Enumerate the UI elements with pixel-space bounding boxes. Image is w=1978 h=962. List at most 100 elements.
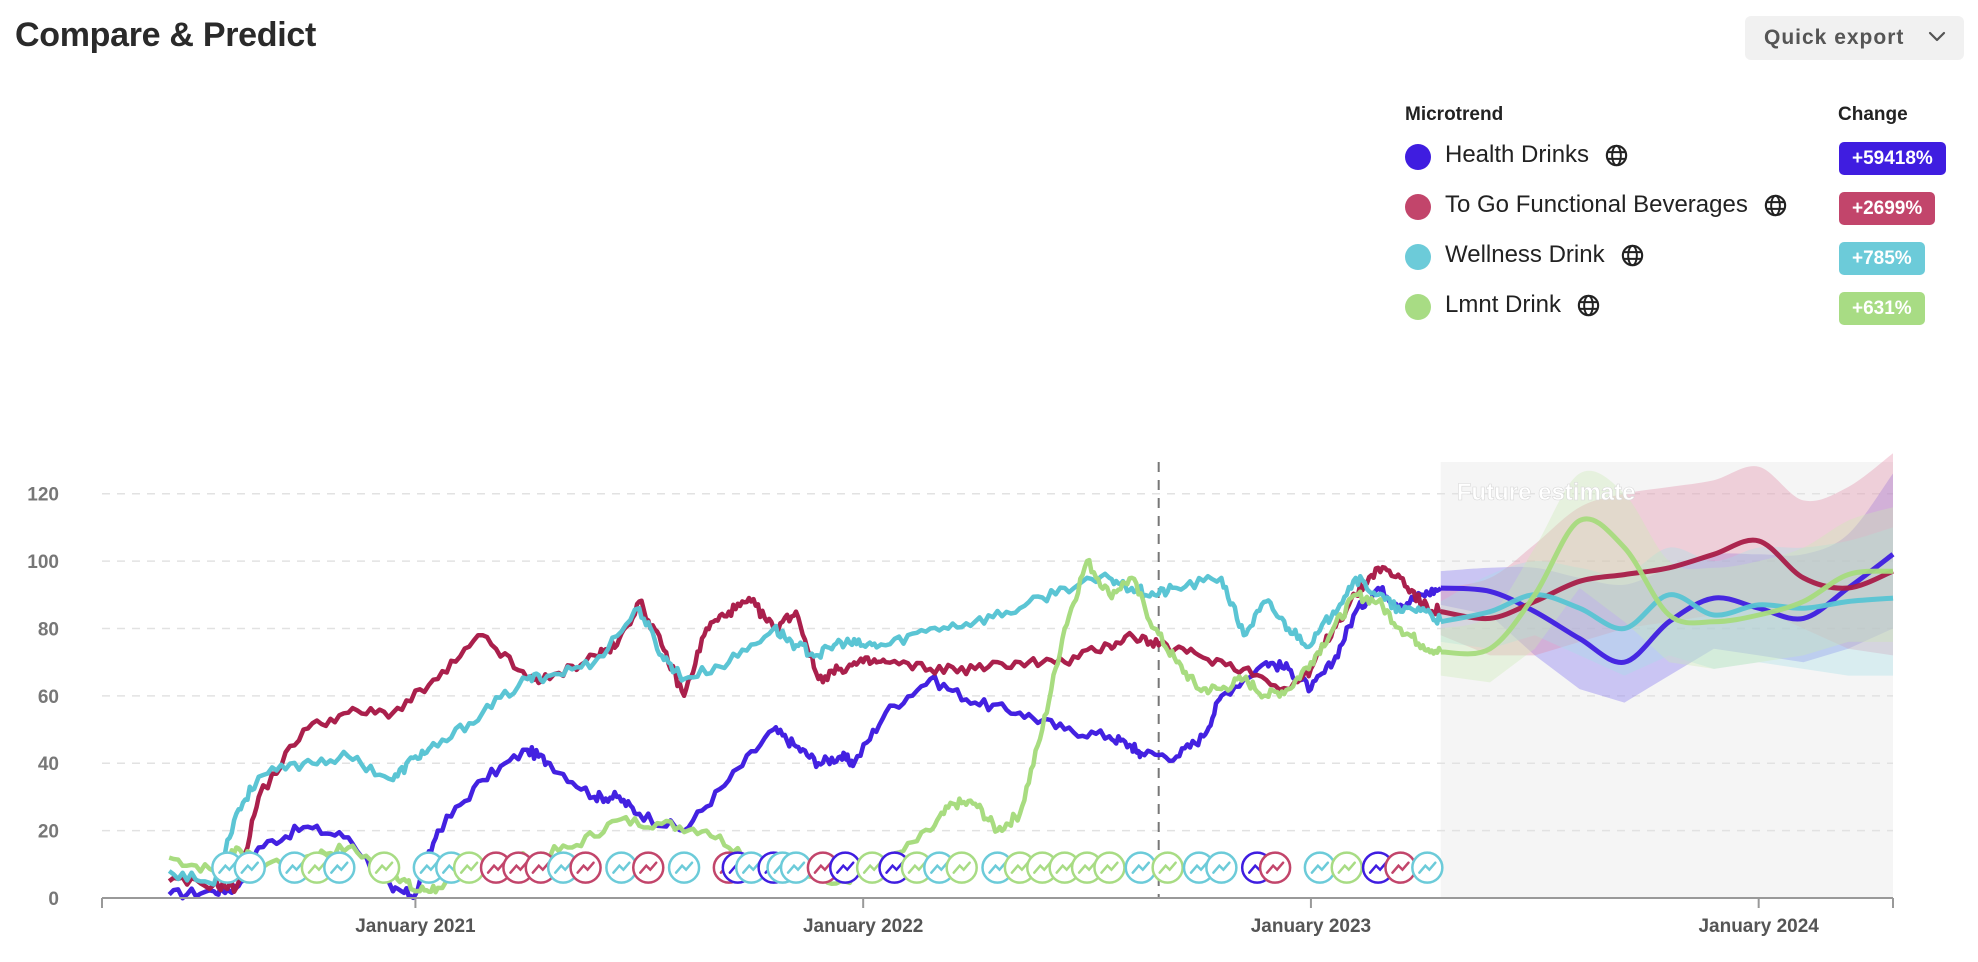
event-marker bbox=[1124, 851, 1158, 884]
legend-item[interactable]: To Go Functional Beverages +2699% bbox=[1405, 184, 1965, 234]
trend-icon bbox=[1033, 861, 1052, 874]
event-marker bbox=[1411, 851, 1444, 884]
trend-icon bbox=[1212, 861, 1231, 874]
forecast-band bbox=[1440, 470, 1893, 683]
trend-icon bbox=[907, 861, 927, 874]
event-marker bbox=[632, 851, 665, 884]
series-line bbox=[167, 584, 1443, 901]
change-badge: +2699% bbox=[1839, 192, 1936, 225]
forecast-line bbox=[1440, 537, 1894, 622]
legend-item[interactable]: Wellness Drink +785% bbox=[1405, 234, 1965, 284]
globe-icon[interactable] bbox=[1575, 292, 1602, 319]
trend-icon bbox=[1310, 861, 1330, 874]
globe-icon[interactable] bbox=[1603, 142, 1630, 169]
trend-icon bbox=[1337, 861, 1356, 874]
legend-col-change: Change bbox=[1838, 104, 1908, 125]
series-dot bbox=[1405, 244, 1431, 270]
trend-icon bbox=[285, 861, 304, 874]
legend-item[interactable]: Health Drinks +59418% bbox=[1405, 134, 1965, 184]
x-tick-label: January 2024 bbox=[1698, 916, 1819, 937]
x-tick-label: January 2022 bbox=[803, 916, 923, 937]
legend-header: Microtrend Change bbox=[1405, 104, 1965, 134]
event-marker bbox=[569, 851, 602, 884]
forecast-band bbox=[1440, 473, 1893, 703]
quick-export-button[interactable]: Quick export bbox=[1745, 16, 1964, 60]
y-tick-label: 100 bbox=[27, 552, 59, 573]
legend-item[interactable]: Lmnt Drink +631% bbox=[1405, 284, 1965, 334]
y-tick-label: 60 bbox=[38, 687, 59, 708]
forecast-line bbox=[1440, 592, 1894, 632]
event-marker bbox=[855, 851, 889, 884]
trend-icon bbox=[1100, 861, 1119, 874]
trend-icon bbox=[509, 861, 528, 874]
legend-item-label: Health Drinks bbox=[1445, 141, 1630, 169]
event-marker bbox=[779, 851, 813, 884]
y-tick-label: 40 bbox=[38, 754, 59, 775]
event-marker bbox=[452, 851, 486, 884]
event-marker bbox=[1003, 851, 1037, 884]
x-tick-label: January 2023 bbox=[1251, 916, 1371, 937]
event-marker bbox=[323, 851, 356, 884]
legend-item-name: Lmnt Drink bbox=[1445, 291, 1562, 318]
legend-item-name: Health Drinks bbox=[1445, 141, 1590, 168]
trend-icon bbox=[930, 861, 949, 874]
legend-item-name: Wellness Drink bbox=[1445, 241, 1605, 268]
event-marker bbox=[605, 851, 638, 884]
event-marker bbox=[1070, 851, 1104, 884]
trend-icon bbox=[1265, 861, 1285, 874]
event-marker bbox=[211, 851, 244, 884]
legend-item-label: To Go Functional Beverages bbox=[1445, 191, 1789, 219]
trend-icon bbox=[639, 861, 658, 874]
event-marker bbox=[1258, 851, 1292, 884]
trend-icon bbox=[307, 861, 327, 874]
trend-icon bbox=[576, 861, 595, 874]
event-marker bbox=[1205, 851, 1238, 884]
legend-item-name: To Go Functional Beverages bbox=[1445, 191, 1748, 218]
trend-icon bbox=[836, 861, 855, 874]
forecast-label: Future estimate bbox=[1457, 479, 1636, 506]
event-marker bbox=[829, 851, 862, 884]
trend-icon bbox=[1189, 861, 1209, 874]
trend-icon bbox=[674, 861, 694, 874]
series-dot bbox=[1405, 294, 1431, 320]
trend-icon bbox=[988, 861, 1007, 874]
trend-icon bbox=[612, 861, 631, 874]
legend-item-label: Wellness Drink bbox=[1445, 241, 1646, 269]
x-tick-label: January 2021 bbox=[355, 916, 476, 937]
trend-icon bbox=[786, 861, 806, 874]
legend: Microtrend Change Health Drinks +59418% … bbox=[1405, 104, 1965, 334]
change-badge: +59418% bbox=[1839, 142, 1946, 175]
trend-icon bbox=[813, 861, 833, 874]
forecast-area bbox=[1440, 462, 1893, 898]
y-tick-label: 120 bbox=[27, 485, 59, 506]
trend-icon bbox=[741, 861, 761, 874]
trend-icon bbox=[531, 861, 551, 874]
chevron-down-icon bbox=[1928, 31, 1946, 42]
trend-icon bbox=[419, 861, 439, 874]
trend-icon bbox=[1131, 861, 1151, 874]
trend-icon bbox=[553, 861, 573, 874]
trend-icon bbox=[459, 861, 479, 874]
change-badge: +631% bbox=[1839, 292, 1925, 325]
trend-icon bbox=[1418, 861, 1437, 874]
event-marker bbox=[1330, 851, 1363, 884]
trend-icon bbox=[330, 861, 349, 874]
event-marker bbox=[1048, 851, 1081, 884]
trend-icon bbox=[1391, 861, 1410, 874]
globe-icon[interactable] bbox=[1762, 192, 1789, 219]
event-marker bbox=[1361, 851, 1395, 884]
change-badge: +785% bbox=[1839, 242, 1925, 275]
event-marker bbox=[667, 851, 701, 884]
series-line bbox=[167, 564, 1442, 895]
series-line bbox=[167, 571, 1443, 887]
trend-icon bbox=[885, 861, 904, 874]
legend-item-label: Lmnt Drink bbox=[1445, 291, 1602, 319]
trend-chart: 0 20 40 60 80 100 120 Future estimate January 20… bbox=[27, 453, 1895, 937]
legend-col-trend: Microtrend bbox=[1405, 104, 1504, 125]
trend-icon bbox=[952, 861, 971, 874]
event-marker bbox=[1151, 851, 1184, 884]
globe-icon[interactable] bbox=[1619, 242, 1646, 269]
page-title: Compare & Predict bbox=[15, 16, 316, 54]
trend-icon bbox=[1368, 861, 1388, 874]
series-dot bbox=[1405, 194, 1431, 220]
